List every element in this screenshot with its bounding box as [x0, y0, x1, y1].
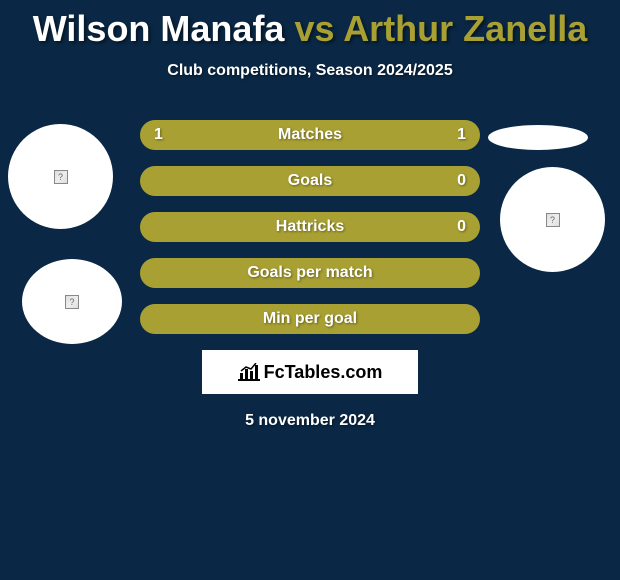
image-placeholder-icon — [546, 213, 560, 227]
comparison-title: Wilson Manafa vs Arthur Zanella — [0, 0, 620, 50]
stat-label: Matches — [278, 126, 342, 144]
player2-name: Arthur Zanella — [343, 8, 587, 49]
stat-label: Goals — [288, 172, 332, 190]
subtitle: Club competitions, Season 2024/2025 — [0, 62, 620, 80]
player1-avatar-2 — [22, 259, 122, 344]
logo-text: FcTables.com — [264, 362, 383, 383]
stat-row: Goals per match — [140, 258, 480, 288]
vs-separator: vs — [294, 8, 334, 49]
stat-row: Hattricks 0 — [140, 212, 480, 242]
stat-value-left: 1 — [154, 126, 184, 144]
chart-icon — [238, 363, 260, 381]
player1-name: Wilson Manafa — [33, 8, 285, 49]
player2-badge — [488, 125, 588, 150]
stat-label: Min per goal — [263, 310, 357, 328]
stat-row: Min per goal — [140, 304, 480, 334]
image-placeholder-icon — [65, 295, 79, 309]
player1-avatar-1 — [8, 124, 113, 229]
stat-value-right: 0 — [436, 218, 466, 236]
stat-row: 1 Matches 1 — [140, 120, 480, 150]
stat-row: Goals 0 — [140, 166, 480, 196]
logo-box: FcTables.com — [202, 350, 418, 394]
stat-label: Goals per match — [247, 264, 372, 282]
stat-value-right: 0 — [436, 172, 466, 190]
stat-label: Hattricks — [276, 218, 344, 236]
image-placeholder-icon — [54, 170, 68, 184]
date-text: 5 november 2024 — [0, 412, 620, 430]
stat-value-right: 1 — [436, 126, 466, 144]
player2-avatar — [500, 167, 605, 272]
